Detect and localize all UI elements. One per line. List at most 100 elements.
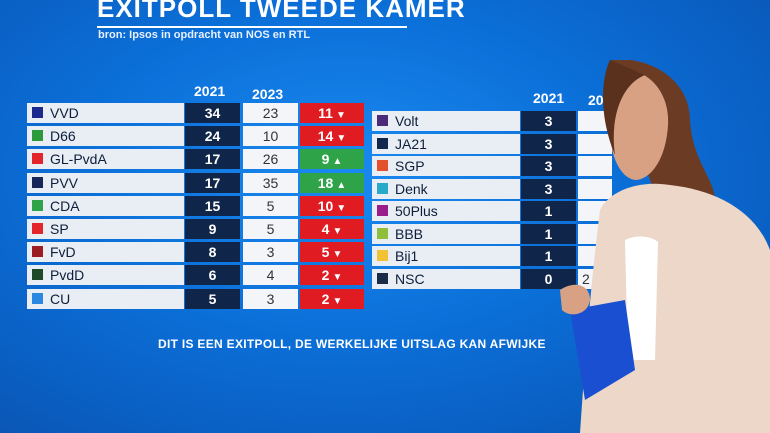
seats-2023-blank xyxy=(578,111,612,131)
party-cell: D66 xyxy=(27,126,184,147)
right-year-2021-header: 2021 xyxy=(533,90,565,106)
down-triangle-icon: ▼ xyxy=(332,249,343,261)
seat-change-value: 11 xyxy=(318,105,333,121)
seat-change: 18 ▲ xyxy=(300,172,364,193)
party-name: SGP xyxy=(395,158,425,174)
party-color-swatch xyxy=(32,130,43,142)
right-table-row: Volt 3 xyxy=(372,111,612,131)
party-cell: JA21 xyxy=(372,133,520,154)
seats-2023: 26 xyxy=(243,149,298,170)
seats-2021: 1 xyxy=(521,246,576,266)
party-color-swatch xyxy=(32,269,43,281)
seat-change: 11 ▼ xyxy=(300,103,364,123)
seat-change: 10 ▼ xyxy=(300,195,364,216)
right-table-row: 50Plus 1 xyxy=(372,201,612,221)
seat-change-value: 2 xyxy=(321,267,330,284)
left-table-row: VVD 34 23 11 ▼ xyxy=(27,103,364,123)
seats-2021: 9 xyxy=(185,219,240,239)
party-cell: CDA xyxy=(27,195,184,216)
seats-2023: 35 xyxy=(243,172,298,193)
left-table-row: CU 5 3 2 ▼ xyxy=(27,288,364,309)
party-color-swatch xyxy=(32,199,43,211)
party-color-swatch xyxy=(32,246,43,258)
party-cell: PvdD xyxy=(27,265,184,286)
down-triangle-icon: ▼ xyxy=(336,133,347,145)
seat-change: 4 ▼ xyxy=(300,219,364,239)
party-color-swatch xyxy=(377,137,388,149)
seats-2023: 3 xyxy=(243,288,298,309)
left-table-row: PvdD 6 4 2 ▼ xyxy=(27,265,364,286)
party-name: SP xyxy=(50,221,69,237)
party-name: Bij1 xyxy=(395,248,419,264)
seats-2021: 3 xyxy=(521,178,576,199)
party-cell: BBB xyxy=(372,223,520,244)
seats-2021: 6 xyxy=(185,265,240,286)
seat-change-value: 10 xyxy=(317,197,334,214)
party-color-swatch xyxy=(377,160,388,171)
party-color-swatch xyxy=(32,153,43,165)
party-cell: Bij1 xyxy=(372,246,520,266)
seat-change-value: 5 xyxy=(321,244,330,261)
party-cell: GL-PvdA xyxy=(27,149,184,170)
seat-change: 5 ▼ xyxy=(300,242,364,263)
presenter-figure xyxy=(560,60,770,433)
seat-change-value: 14 xyxy=(317,128,334,145)
down-triangle-icon: ▼ xyxy=(332,226,343,237)
seats-2023-blank xyxy=(578,178,612,199)
left-table-row: PVV 17 35 18 ▲ xyxy=(27,172,364,193)
party-color-swatch xyxy=(377,250,388,261)
title-underline xyxy=(97,26,407,28)
seats-2021: 17 xyxy=(185,172,240,193)
seats-2021: 1 xyxy=(521,223,576,244)
party-name: PvdD xyxy=(50,267,85,284)
party-name: VVD xyxy=(50,105,79,121)
party-cell: SP xyxy=(27,219,184,239)
party-name: CU xyxy=(50,290,71,307)
party-name: Denk xyxy=(395,180,428,197)
seats-2021: 3 xyxy=(521,156,576,176)
party-color-swatch xyxy=(32,107,43,118)
seats-2023: 10 xyxy=(243,126,298,147)
left-table-row: D66 24 10 14 ▼ xyxy=(27,126,364,147)
seat-change-value: 4 xyxy=(321,221,330,237)
left-table-row: GL-PvdA 17 26 9 ▲ xyxy=(27,149,364,170)
down-triangle-icon: ▼ xyxy=(335,110,346,121)
party-color-swatch xyxy=(377,115,388,126)
party-color-swatch xyxy=(377,205,388,216)
left-year-2023-header: 2023 xyxy=(252,86,284,102)
seats-2023: 5 xyxy=(243,195,298,216)
seats-2023: 4 xyxy=(243,265,298,286)
right-table-row: JA21 3 xyxy=(372,133,612,154)
down-triangle-icon: ▼ xyxy=(332,295,343,307)
seats-2023: 23 xyxy=(243,103,298,123)
seats-2021: 3 xyxy=(521,111,576,131)
exitpoll-disclaimer: DIT IS EEN EXITPOLL, DE WERKELIJKE UITSL… xyxy=(158,337,546,351)
seats-2023: 3 xyxy=(243,242,298,263)
seats-2021: 1 xyxy=(521,201,576,221)
seats-2023-blank xyxy=(578,156,612,176)
up-triangle-icon: ▲ xyxy=(332,156,343,168)
party-name: CDA xyxy=(50,197,80,214)
page-title: EXITPOLL TWEEDE KAMER xyxy=(97,0,466,23)
down-triangle-icon: ▼ xyxy=(332,272,343,284)
party-color-swatch xyxy=(32,176,43,188)
left-table-row: SP 9 5 4 ▼ xyxy=(27,219,364,239)
party-name: BBB xyxy=(395,225,424,242)
left-table-row: FvD 8 3 5 ▼ xyxy=(27,242,364,263)
party-name: 50Plus xyxy=(395,203,438,219)
seats-2021: 34 xyxy=(185,103,240,123)
up-triangle-icon: ▲ xyxy=(336,179,347,191)
seat-change: 14 ▼ xyxy=(300,126,364,147)
seats-2021: 24 xyxy=(185,126,240,147)
seats-2021: 8 xyxy=(185,242,240,263)
party-cell: CU xyxy=(27,288,184,309)
party-name: FvD xyxy=(50,244,76,261)
party-cell: SGP xyxy=(372,156,520,176)
seats-2021: 5 xyxy=(185,288,240,309)
right-table-row: Bij1 1 xyxy=(372,246,612,266)
down-triangle-icon: ▼ xyxy=(336,202,347,214)
party-name: D66 xyxy=(50,128,76,145)
party-color-swatch xyxy=(377,272,388,284)
seat-change-value: 18 xyxy=(317,174,334,191)
party-color-swatch xyxy=(32,292,43,304)
